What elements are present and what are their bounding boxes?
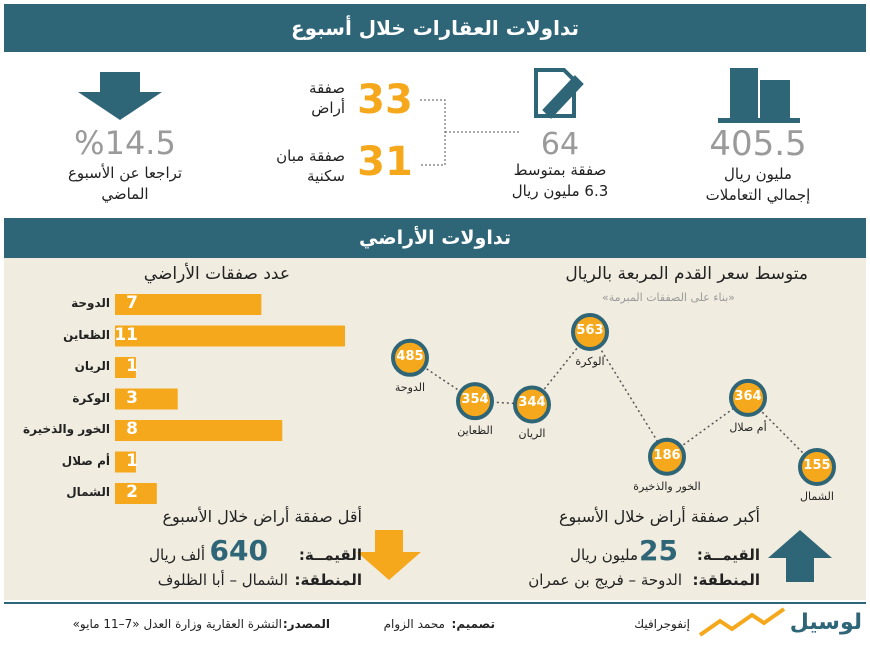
dot-value: 354 [461,392,489,408]
stat-value: 33 [357,77,413,123]
document-icon [534,68,584,119]
bar-label: الخور والذخيرة [23,422,110,436]
down-arrow [78,72,162,120]
chart-title: متوسط سعر القدم المربعة بالريال [565,264,808,284]
section-bar [4,218,866,258]
stat-label: 6.3 مليون ريال [511,182,609,200]
bar-label: الوكرة [72,390,110,405]
logo [698,607,786,637]
bar-label: الريان [74,359,110,373]
stat-label: إجمالي التعاملات [705,186,811,204]
price-dot [391,338,429,377]
bar [115,357,136,378]
bar-label: أم صلال [61,453,110,468]
source: النشرة العقارية وزارة العدل «7–11 مايو» [72,617,282,631]
deal-title: أكبر صفقة أراض خلال الأسبوع [558,507,760,526]
connector [420,99,520,166]
deal-region: الشمال – أبا الظلوف [157,571,288,589]
deal-unit: مليون ريال [570,546,638,564]
field-label: المنطقة: [294,571,362,589]
source-label: المصدر: [282,617,330,631]
stat-label: مليون ريال [724,165,792,183]
dot-label: الدوحة [394,380,426,394]
chart-subtitle: «بناء على الصفقات المبرمة» [602,291,735,304]
price-dot [648,437,686,476]
bar [115,483,157,504]
up-arrow [768,530,832,582]
bar [115,325,345,347]
field-label: القيمــة: [696,546,760,564]
dot-label: الشمال [800,490,834,503]
bar-value: 11 [114,324,138,345]
stat-label: صفقة بمتوسط [513,161,607,179]
stat-value: 31 [357,139,413,185]
stat-value: 405.5 [709,124,807,164]
bar [115,451,136,473]
dot-label: الوكرة [575,355,605,368]
dot-label: أم صلال [729,420,767,434]
deal-title: أقل صفقة أراض خلال الأسبوع [162,507,362,526]
bar-label: الدوحة [71,296,110,310]
bar-value: 1 [126,356,138,376]
design-label: تصميم: [451,617,495,631]
field-label: المنطقة: [692,571,760,589]
tag: إنفوجرافيك [634,617,690,631]
stat-label: أراض [311,99,345,117]
dot-value: 364 [734,388,762,404]
down-arrow [357,530,421,580]
price-dot [798,448,836,486]
stat-label: صفقة مبان [276,147,345,165]
price-dot [729,378,767,417]
stat-value: %14.5 [74,124,176,162]
bar-label: الشمال [66,485,110,499]
dot-label: الريان [518,427,546,441]
bar-value: 2 [126,482,138,502]
stat-label: الماضي [101,185,149,203]
deal-region: الدوحة – فريج بن عمران [528,571,682,589]
deal-value: 640 [209,534,268,567]
dot-label: الخور والذخيرة [633,479,701,493]
bar-label: الظعاين [63,327,110,342]
bar-value: 1 [126,450,138,471]
dot-value: 485 [396,348,424,364]
stat-label: تراجعا عن الأسبوع [67,164,183,182]
bar [115,388,178,410]
chart-title: عدد صفقات الأراضي [143,264,290,284]
deal-unit: ألف ريال [149,546,205,564]
header-title: تداولات العقارات خلال أسبوع [290,16,580,40]
bar [115,420,283,441]
bar [115,294,262,315]
dot-value: 155 [803,458,831,473]
building-icon [718,68,800,123]
bar-value: 7 [126,293,138,313]
brand: لوسيل [789,610,862,635]
designer: محمد الزوام [383,617,445,631]
section-title: تداولات الأراضي [359,227,511,249]
dot-value: 563 [576,323,604,338]
price-dot [513,385,551,424]
header-bar [4,4,866,52]
field-label: القيمــة: [298,546,362,564]
stat-value: 64 [540,127,580,162]
price-dot [571,313,609,351]
dot-value: 344 [518,395,546,411]
bar-value: 3 [126,387,138,408]
dot-value: 186 [653,447,681,463]
price-dot [456,382,494,421]
stat-label: سكنية [307,167,345,185]
dot-label: الظعاين [457,424,493,438]
stat-label: صفقة [309,79,345,97]
bar-value: 8 [126,419,138,439]
deal-value: 25 [639,534,678,567]
